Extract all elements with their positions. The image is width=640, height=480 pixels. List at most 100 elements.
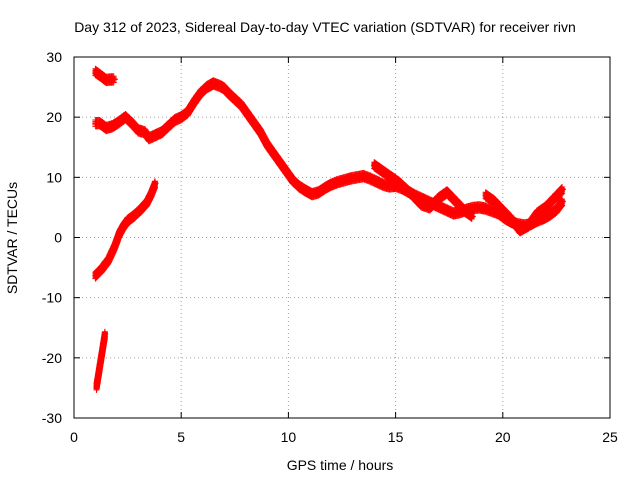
data-point xyxy=(469,213,476,220)
data-point xyxy=(102,330,109,337)
data-point xyxy=(109,123,116,130)
data-point xyxy=(296,183,303,190)
data-point xyxy=(143,199,150,206)
data-point xyxy=(210,80,217,87)
y-axis-label: SDTVAR / TECUs xyxy=(4,182,20,294)
data-point xyxy=(238,102,245,109)
data-point xyxy=(124,217,131,224)
data-point xyxy=(122,114,129,121)
data-point xyxy=(489,208,496,215)
y-tick-label: -30 xyxy=(42,410,62,426)
data-point xyxy=(120,223,127,230)
data-point xyxy=(302,187,309,194)
data-point xyxy=(321,185,328,192)
data-point xyxy=(105,257,112,264)
grid xyxy=(74,57,610,418)
series-markers xyxy=(92,77,566,232)
data-point xyxy=(551,195,558,202)
data-point xyxy=(328,181,335,188)
data-point xyxy=(396,180,403,187)
data-point xyxy=(221,85,228,92)
data-point xyxy=(540,215,547,222)
data-point xyxy=(553,206,560,213)
series-layer xyxy=(92,65,566,393)
x-tick-label: 5 xyxy=(177,429,185,445)
data-point xyxy=(315,189,322,196)
data-point xyxy=(418,201,425,208)
data-point xyxy=(546,211,553,218)
data-point xyxy=(409,192,416,199)
data-point xyxy=(257,129,264,136)
data-point xyxy=(379,181,386,188)
series-arc-f xyxy=(482,184,566,237)
data-point xyxy=(131,212,138,219)
data-point xyxy=(103,76,110,83)
data-point xyxy=(276,159,283,166)
data-point xyxy=(542,204,549,211)
data-point xyxy=(244,111,251,118)
data-point xyxy=(347,175,354,182)
data-point xyxy=(534,210,541,217)
series-arc-b xyxy=(92,77,566,232)
data-point xyxy=(111,76,118,83)
data-point xyxy=(525,222,532,229)
data-point xyxy=(103,124,110,131)
data-point xyxy=(373,178,380,185)
x-tick-label: 25 xyxy=(602,429,618,445)
data-point xyxy=(559,198,566,205)
data-point xyxy=(289,177,296,184)
data-point xyxy=(116,118,123,125)
data-point xyxy=(334,179,341,186)
data-point xyxy=(93,383,100,390)
data-point xyxy=(96,72,103,79)
series-arc-d xyxy=(93,328,109,393)
data-point xyxy=(559,186,566,193)
y-tick-label: 0 xyxy=(54,230,62,246)
data-point xyxy=(283,168,290,175)
data-point xyxy=(128,120,135,127)
y-tick-label: -20 xyxy=(42,350,62,366)
data-point xyxy=(437,204,444,211)
data-point xyxy=(146,135,153,142)
x-tick-label: 20 xyxy=(495,429,511,445)
data-point xyxy=(386,183,393,190)
data-point xyxy=(461,207,468,214)
data-point xyxy=(371,162,378,169)
data-point xyxy=(482,205,489,212)
data-point xyxy=(308,191,315,198)
data-point xyxy=(476,204,483,211)
data-point xyxy=(152,132,159,139)
data-point xyxy=(482,192,489,199)
data-point xyxy=(270,150,277,157)
y-tick-label: -10 xyxy=(42,290,62,306)
data-point xyxy=(508,216,515,223)
x-tick-label: 10 xyxy=(281,429,297,445)
data-point xyxy=(92,272,99,279)
data-point xyxy=(96,120,103,127)
data-point xyxy=(516,227,523,234)
data-point xyxy=(216,82,223,89)
data-point xyxy=(435,195,442,202)
data-point xyxy=(354,174,361,181)
series-markers xyxy=(92,65,117,87)
data-point xyxy=(360,173,367,180)
y-tick-label: 20 xyxy=(46,109,62,125)
data-point xyxy=(178,114,185,121)
data-point xyxy=(366,175,373,182)
data-point xyxy=(141,129,148,136)
x-tick-label: 0 xyxy=(70,429,78,445)
plot-frame xyxy=(73,56,611,419)
data-point xyxy=(92,69,99,76)
x-tick-label: 15 xyxy=(388,429,404,445)
series-arc-c xyxy=(92,178,159,282)
data-point xyxy=(251,120,258,127)
data-point xyxy=(191,99,198,106)
data-point xyxy=(148,191,155,198)
data-point xyxy=(197,90,204,97)
data-point xyxy=(137,206,144,213)
series-arc-a xyxy=(92,65,118,87)
data-point xyxy=(469,205,476,212)
data-point xyxy=(341,177,348,184)
data-point xyxy=(152,180,159,187)
